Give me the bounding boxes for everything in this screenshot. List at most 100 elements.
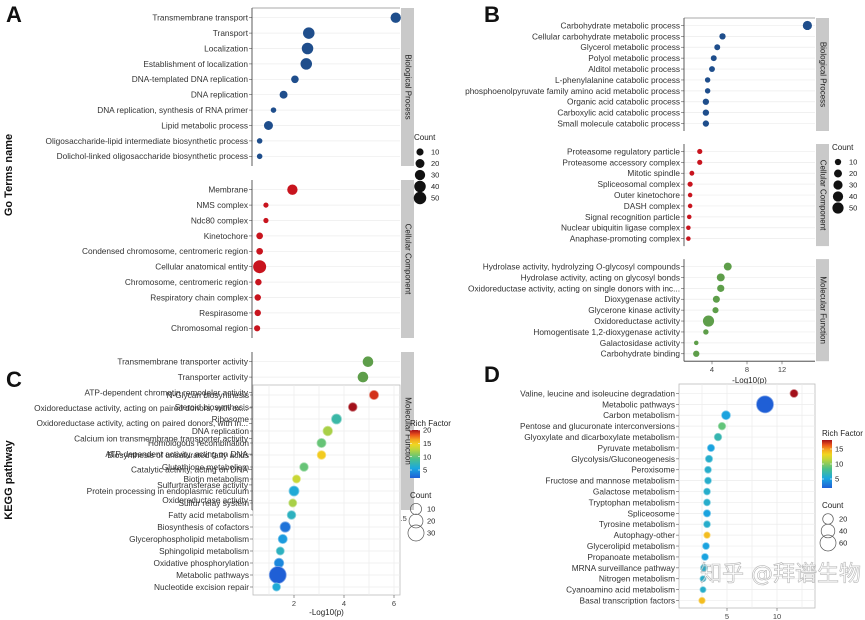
legend-size-dot [834,169,842,178]
data-point [716,273,725,282]
term-label: NMS complex [196,200,248,210]
facet-cellular-component: Membrane NMS complex Ndc80 complex Kinetoch… [82,180,414,338]
facet-strip-label: Molecular Function [818,276,827,344]
legend-size-label: 30 [849,181,857,190]
data-point [717,284,725,292]
term-label: Spliceosome [627,508,675,518]
legend-size-dot [833,180,843,190]
term-label: Basal transcription factors [580,595,675,605]
term-label: Chromosome, centromeric region [125,277,249,287]
color-bar [410,430,420,478]
data-point [704,454,714,463]
term-label: Propanoate metabolism [587,552,675,562]
data-point [254,294,261,301]
term-label: Nucleotide excision repair [154,582,249,592]
panel-b: B Carbohydrate metabolic processCellular … [465,2,857,385]
data-point [719,33,726,40]
term-label: Organic acid catabolic process [567,97,680,107]
size-legend: Count 10 20 30 40 50 [832,143,857,214]
data-point [292,474,301,484]
color-bar-label: 20 [423,426,431,435]
data-point [286,510,297,520]
data-point [255,278,262,286]
data-point [702,542,710,550]
legend-size-circle [820,523,836,539]
term-label: Nuclear ubiquitin ligase complex [561,223,681,233]
y-axis-title: KEGG pathway [3,439,15,519]
data-point [702,315,715,327]
term-label: Condensed chromosome, centromeric region [82,246,248,256]
data-point [700,564,708,572]
term-label: Proteasome accessory complex [562,157,680,167]
term-label: Protein processing in endoplasmic reticu… [87,486,249,496]
legend-size-label: 20 [431,159,439,168]
term-label: Dioxygenase activity [604,294,680,304]
term-label: Steroid biosynthesis [175,402,249,412]
term-label: Alditol metabolic process [588,64,680,74]
term-label: Biosynthesis of cofactors [157,522,249,532]
data-point [704,465,712,474]
term-label: N-Glycan biosynthesis [166,390,249,400]
data-point [704,476,712,485]
data-point [263,217,269,224]
term-label: Carbohydrate binding [601,349,681,359]
legend-size-label: 20 [849,169,857,178]
legend-size-circle [408,513,424,529]
data-point [699,575,707,583]
data-point [723,262,732,271]
data-point [301,42,314,55]
data-point [303,27,315,39]
data-point [697,159,703,165]
term-label: Sulfur relay system [178,498,249,508]
panel-c: C N-Glycan biosynthesis Steroid biosynthes… [3,367,451,617]
term-label: Biosynthesis of unsaturated fatty acids [107,450,249,460]
data-point [279,521,291,533]
x-tick-label: 4 [710,365,714,374]
term-label: L-phenylalanine catabolic process [555,75,680,85]
term-label: Autophagy-other [614,530,676,540]
term-label: Proteasome regulatory particle [567,146,680,156]
term-label: Oxidoreductase activity [162,495,249,505]
term-label: Tryptophan metabolism [589,497,675,507]
legend-size-label: 60 [839,539,847,548]
term-label: Catalytic activity, acting on DNA [131,464,248,474]
data-point [756,395,774,414]
legend-size-label: 10 [431,148,439,157]
legend-title: Count [410,491,432,500]
term-label: Fructose and mannose metabolism [545,476,675,486]
term-label: Dolichol-linked oligosaccharide biosynth… [57,151,248,161]
data-point [789,389,799,398]
data-point [710,55,717,62]
term-label: Glycolysis/Gluconeogenesis [571,454,675,464]
legend-size-label: 10 [849,158,857,167]
color-legend: Rich Factor 5 10 15 20 [410,419,451,478]
data-point [717,421,727,431]
term-label: Pyruvate metabolism [598,443,676,453]
data-point [263,202,269,208]
term-label: Metabolic pathways [602,399,675,409]
term-label: Transporter activity [178,372,249,382]
legend-size-dot [832,202,844,214]
data-point [721,410,731,421]
legend-size-circle [822,513,834,525]
data-point [704,88,711,94]
term-label: Nitrogen metabolism [599,574,675,584]
legend-title: Count [414,133,436,142]
data-point [279,90,288,99]
data-point [702,109,710,116]
x-axis-title: -Log10(p) [309,608,344,617]
term-label: phosphoenolpyruvate family amino acid me… [465,86,680,96]
legend-size-circle [407,524,425,542]
legend-size-dot [416,148,424,156]
term-label: Transmembrane transport [152,13,248,23]
data-point [299,462,309,472]
term-label: Metabolic pathways [176,570,249,580]
panel-d: D Valine, leucine and isoleucine degradat… [484,362,863,620]
term-label: Valine, leucine and isoleucine degradati… [520,388,675,398]
legend-size-label: 40 [431,182,439,191]
term-label: Respiratory chain complex [150,292,249,302]
data-point [254,309,261,317]
data-point [712,295,720,303]
legend-size-label: 30 [427,529,435,538]
facet-strip [401,180,414,338]
